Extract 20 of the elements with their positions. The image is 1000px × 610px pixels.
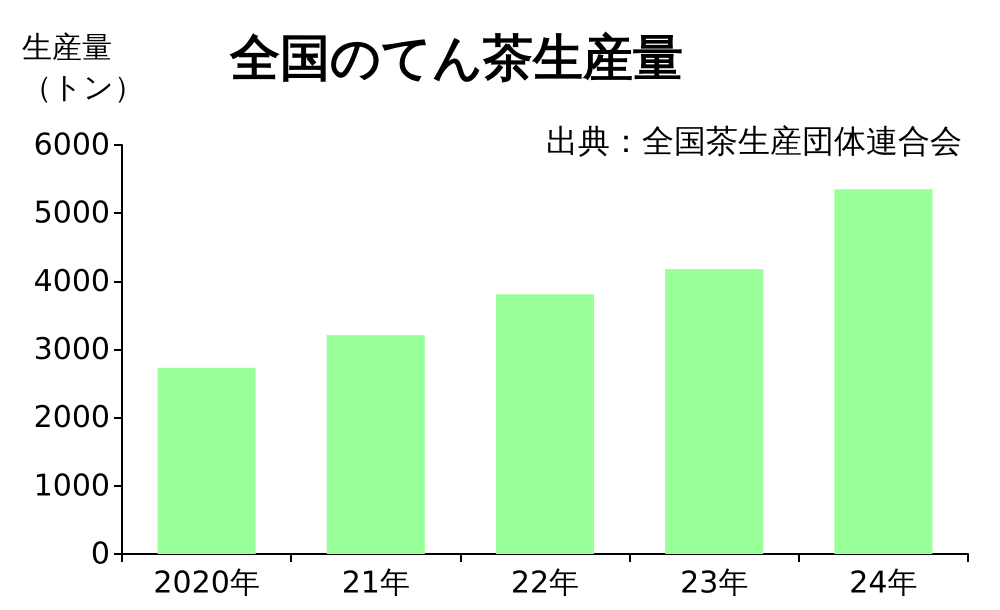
x-tick-label: 24年	[849, 566, 918, 600]
y-tick-label: 3000	[34, 332, 110, 367]
y-tick-label: 5000	[34, 196, 110, 231]
x-tick-label: 23年	[680, 566, 748, 600]
annotation: 出典：全国茶生産団体連合会	[546, 122, 962, 160]
x-tick-label: 21年	[342, 566, 410, 600]
bar	[496, 294, 594, 554]
bar	[326, 335, 425, 554]
y-axis-title: 生産量（トン）	[22, 30, 144, 106]
chart-title: 全国のてん茶生産量	[229, 29, 683, 87]
bar	[665, 269, 764, 554]
bar	[834, 189, 932, 554]
bar	[158, 368, 256, 554]
y-tick-label: 4000	[34, 264, 110, 299]
x-tick-label: 22年	[510, 566, 580, 600]
x-tick-label: 2020年	[153, 566, 260, 600]
y-tick-label: 0	[90, 536, 110, 572]
y-tick-label: 2000	[34, 400, 110, 436]
y-tick-label: 1000	[34, 468, 110, 504]
y-tick-label: 6000	[34, 128, 110, 162]
